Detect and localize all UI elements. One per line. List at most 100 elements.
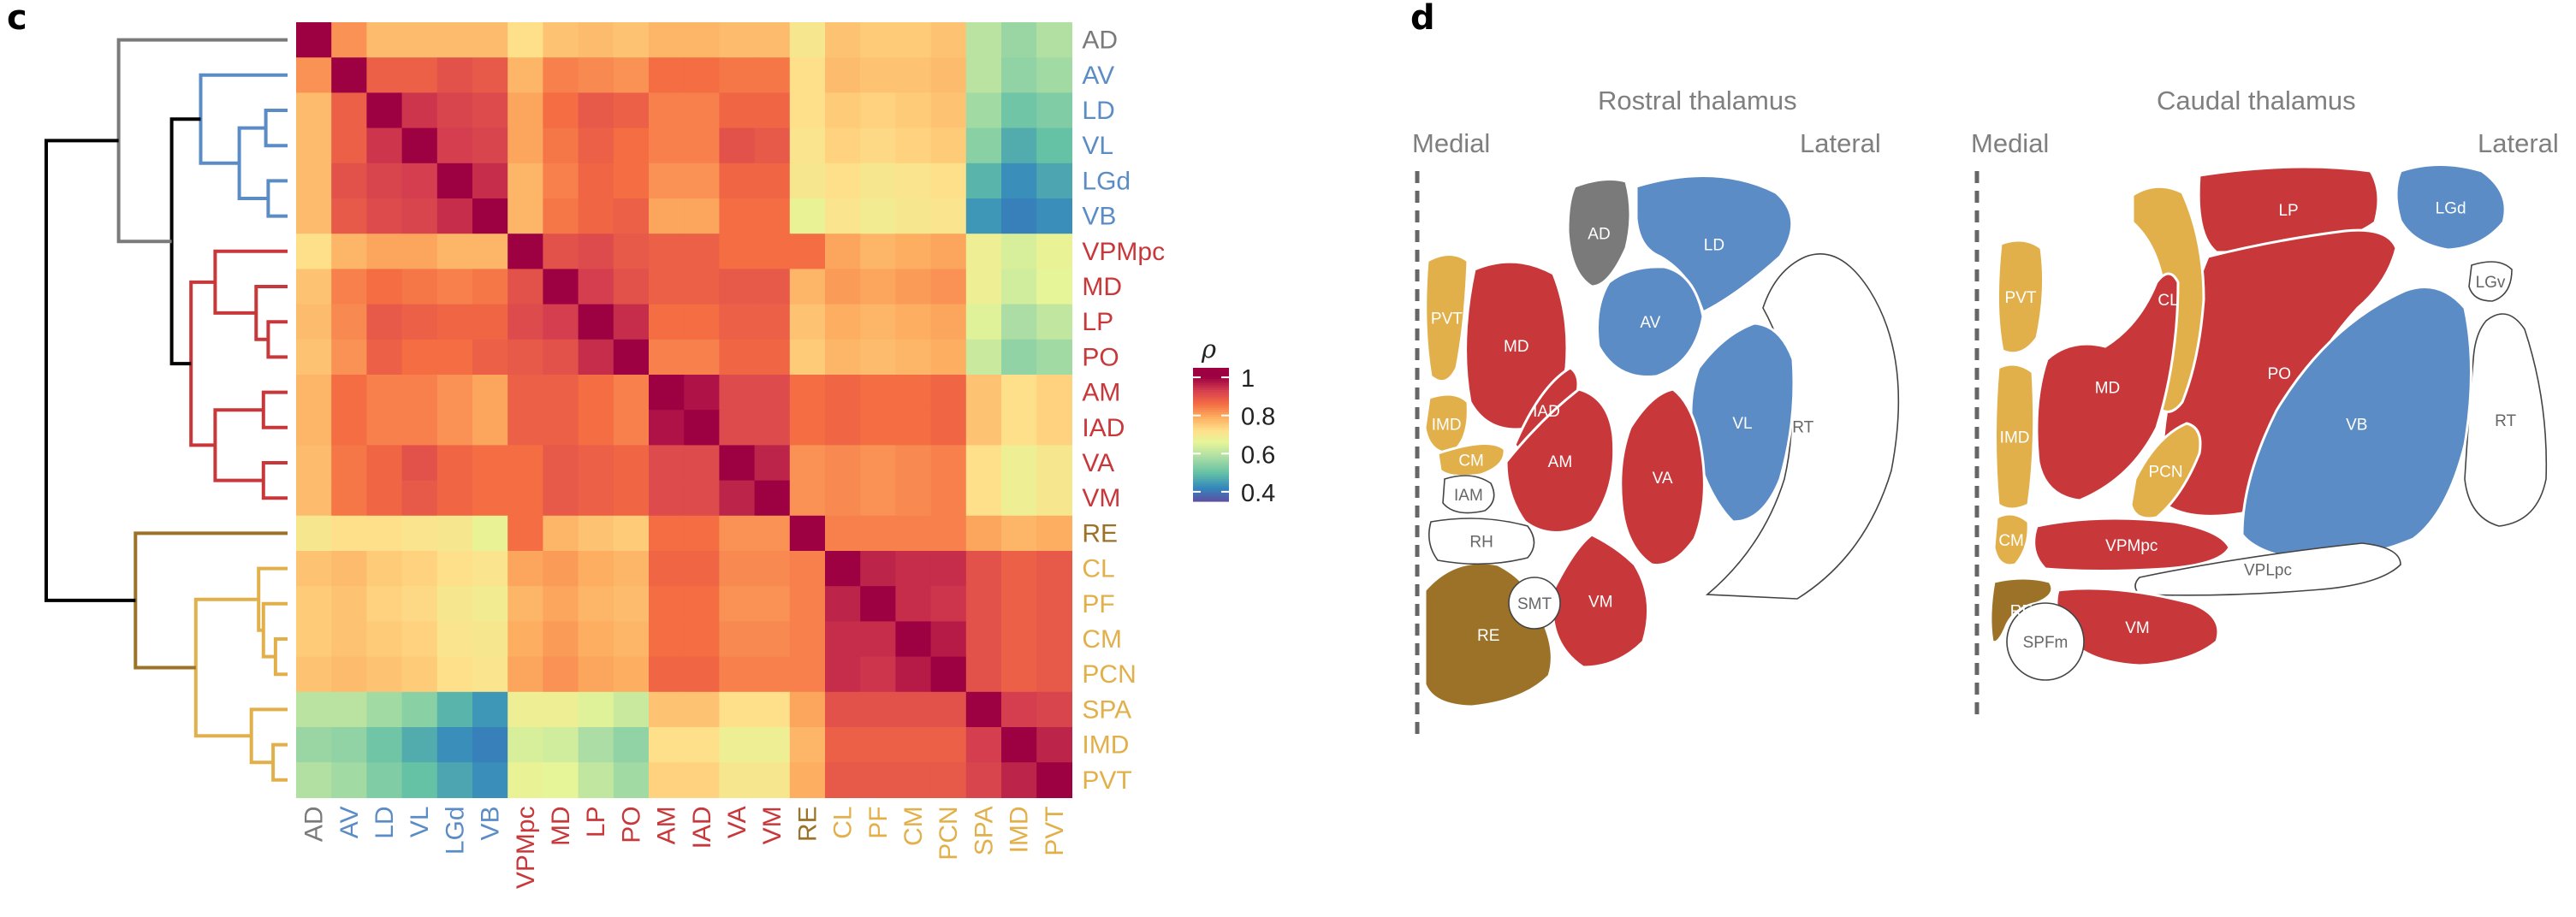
dendrogram-branch-15	[257, 566, 288, 632]
heatmap-cell-MD-IMD	[1001, 269, 1037, 305]
heatmap-cell-IMD-IAD	[684, 727, 720, 763]
colorbar-segment	[1193, 443, 1229, 447]
heatmap-cell-VPMpc-IAD	[684, 234, 720, 269]
colorbar-segment	[1193, 457, 1229, 460]
row-label-IAD: IAD	[1082, 414, 1125, 442]
heatmap-cell-PVT-VL	[401, 762, 438, 798]
heatmap-cell-LD-VPMpc	[507, 92, 543, 129]
heatmap-cell-VM-AD	[296, 480, 332, 517]
heatmap-cell-LP-IAD	[684, 304, 720, 340]
heatmap-cell-SPA-VPMpc	[507, 691, 543, 728]
heatmap-cell-IMD-MD	[543, 727, 579, 763]
heatmap-cell-VA-IMD	[1001, 445, 1037, 482]
heatmap-cell-MD-PF	[860, 269, 896, 305]
row-label-VPMpc: VPMpc	[1082, 238, 1165, 266]
region-label-rostral-IAD: IAD	[1533, 403, 1560, 421]
heatmap-cell-VB-AM	[649, 198, 685, 234]
heatmap-cell-PVT-LGd	[436, 762, 473, 798]
heatmap-cell-VM-PF	[860, 480, 896, 517]
heatmap-cell-LGd-CM	[895, 163, 932, 199]
region-rostral-IAM	[1442, 475, 1495, 514]
heatmap-cell-VB-CL	[825, 198, 861, 234]
heatmap-cell-SPA-VL	[401, 691, 438, 728]
column-label-PO: PO	[617, 806, 645, 843]
heatmap-cell-VPMpc-SPA	[965, 234, 1002, 269]
heatmap-cell-LP-PCN	[930, 304, 967, 340]
heatmap-cell-PO-PO	[613, 339, 650, 376]
heatmap-cell-VPMpc-PO	[613, 234, 650, 269]
heatmap-cell-AD-AD	[296, 22, 332, 58]
column-label-PVT: PVT	[1041, 806, 1069, 855]
heatmap-cell-IAD-RE	[789, 410, 826, 446]
heatmap-cell-CM-CL	[825, 621, 861, 658]
heatmap-cell-PF-VA	[719, 586, 756, 622]
colorbar-segment	[1193, 425, 1229, 429]
heatmap-cell-AV-VA	[719, 57, 756, 93]
heatmap-cell-IMD-VM	[754, 727, 791, 763]
heatmap-cell-CL-CM	[895, 551, 932, 587]
region-label-caudal-IMD: IMD	[2000, 429, 2030, 447]
heatmap-cell-PVT-RE	[789, 762, 826, 798]
heatmap-cell-LD-VA	[719, 92, 756, 129]
heatmap-cell-VPMpc-CM	[895, 234, 932, 269]
region-rostral-VA	[1619, 388, 1706, 567]
heatmap-cell-RE-LP	[578, 515, 614, 552]
row-label-PF: PF	[1082, 590, 1114, 618]
region-label-rostral-VA: VA	[1653, 470, 1673, 488]
heatmap-cell-VM-LP	[578, 480, 614, 517]
heatmap-cell-AV-PCN	[930, 57, 967, 93]
heatmap-cell-SPA-LD	[366, 691, 403, 728]
heatmap-cell-IMD-LP	[578, 727, 614, 763]
heatmap-cell-VA-PF	[860, 445, 896, 482]
colorbar-segment	[1193, 447, 1229, 451]
heatmap-cell-VA-IAD	[684, 445, 720, 482]
heatmap-cell-CL-VPMpc	[507, 551, 543, 587]
heatmap-cell-IMD-CM	[895, 727, 932, 763]
heatmap-cell-VM-PVT	[1036, 480, 1072, 517]
colorbar-segment	[1193, 381, 1229, 384]
heatmap-cell-PF-AD	[296, 586, 332, 622]
heatmap-cell-IAD-VA	[719, 410, 756, 446]
heatmap-cell-PO-PCN	[930, 339, 967, 376]
caudal-medial-label: Medial	[1971, 128, 2049, 158]
heatmap-cell-CL-LGd	[436, 551, 473, 587]
heatmap-cell-PO-PF	[860, 339, 896, 376]
colorbar-legend: ρ 1 0.8 0.6 0.4	[1193, 334, 1275, 507]
dendrogram-branch-10	[189, 280, 216, 447]
column-label-LGd: LGd	[441, 806, 469, 855]
colorbar-segment	[1193, 452, 1229, 455]
region-label-rostral-IAM: IAM	[1454, 487, 1483, 505]
heatmap-cell-SPA-PVT	[1036, 691, 1072, 728]
heatmap-cell-AD-PO	[613, 22, 650, 58]
heatmap-cell-PF-AV	[331, 586, 367, 622]
heatmap-cell-RE-AD	[296, 515, 332, 552]
heatmap-cell-IMD-SPA	[965, 727, 1002, 763]
heatmap-cell-PF-IMD	[1001, 586, 1037, 622]
heatmap-cell-IAD-SPA	[965, 410, 1002, 446]
heatmap-cell-PF-SPA	[965, 586, 1002, 622]
heatmap-cell-AV-PO	[613, 57, 650, 93]
row-label-VL: VL	[1082, 132, 1113, 160]
column-label-VB: VB	[477, 806, 505, 840]
heatmap-cell-AD-CM	[895, 22, 932, 58]
heatmap-cell-LGd-AD	[296, 163, 332, 199]
heatmap-cell-VA-PVT	[1036, 445, 1072, 482]
colorbar-segment	[1193, 392, 1229, 395]
heatmap-cell-IAD-PVT	[1036, 410, 1072, 446]
heatmap-cell-LP-AV	[331, 304, 367, 340]
heatmap-cell-PF-VPMpc	[507, 586, 543, 622]
colorbar-segment	[1193, 412, 1229, 416]
heatmap-cell-LD-AV	[331, 92, 367, 129]
colorbar-segment	[1193, 379, 1229, 382]
region-label-rostral-VM: VM	[1588, 594, 1613, 612]
heatmap-cell-PCN-IAD	[684, 656, 720, 693]
heatmap-cell-AD-AV	[331, 22, 367, 58]
heatmap-cell-LD-AM	[649, 92, 685, 129]
region-rostral-LD	[1635, 175, 1794, 315]
heatmap-cell-VB-IMD	[1001, 198, 1037, 234]
dendrogram-branch-20	[45, 139, 136, 602]
colorbar-segment	[1193, 405, 1229, 409]
rostral-medial-label: Medial	[1412, 128, 1490, 158]
region-label-caudal-RT: RT	[2495, 412, 2516, 430]
colorbar-tick-label: 0.4	[1241, 480, 1275, 507]
